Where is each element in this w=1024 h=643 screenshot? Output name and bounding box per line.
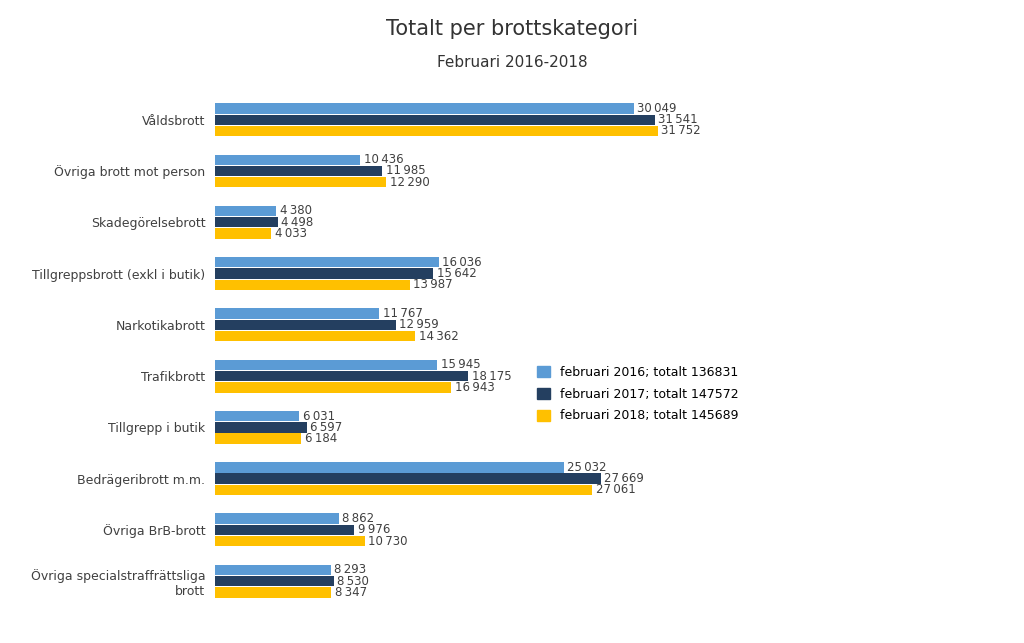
Bar (215, 166, 382, 176)
Text: 10 730: 10 730 (368, 535, 408, 548)
Bar (215, 217, 278, 228)
Text: 27 669: 27 669 (604, 472, 644, 485)
Text: 6 597: 6 597 (310, 421, 343, 434)
Bar (215, 433, 301, 444)
Text: 31 541: 31 541 (658, 113, 697, 126)
Text: 13 987: 13 987 (414, 278, 453, 291)
Bar (215, 228, 271, 239)
Bar (215, 565, 331, 575)
Text: 16 943: 16 943 (455, 381, 495, 394)
Bar (215, 422, 307, 433)
Text: 8 862: 8 862 (342, 512, 374, 525)
Bar (215, 359, 437, 370)
Bar (215, 154, 360, 165)
Bar (215, 309, 379, 319)
Text: 12 290: 12 290 (390, 176, 430, 189)
Bar (215, 536, 365, 547)
Bar (215, 126, 657, 136)
Text: 6 031: 6 031 (302, 410, 335, 422)
Bar (215, 576, 334, 586)
Text: 11 767: 11 767 (383, 307, 423, 320)
Text: 12 959: 12 959 (399, 318, 439, 331)
Text: 15 642: 15 642 (436, 267, 476, 280)
Text: 15 945: 15 945 (440, 358, 480, 371)
Bar (215, 371, 468, 381)
Bar (215, 587, 332, 597)
Bar (215, 206, 276, 216)
Bar (215, 462, 564, 473)
Text: 31 752: 31 752 (662, 125, 700, 138)
Text: 11 985: 11 985 (386, 165, 425, 177)
Text: 9 976: 9 976 (357, 523, 390, 536)
Text: 30 049: 30 049 (637, 102, 677, 115)
Bar (215, 280, 410, 290)
Text: 25 032: 25 032 (567, 461, 607, 474)
Text: Februari 2016-2018: Februari 2016-2018 (436, 55, 588, 69)
Bar (215, 473, 601, 484)
Bar (215, 331, 415, 341)
Text: 18 175: 18 175 (472, 370, 511, 383)
Bar (215, 513, 339, 524)
Text: 8 530: 8 530 (338, 575, 370, 588)
Bar (215, 411, 299, 421)
Bar (215, 114, 654, 125)
Text: Totalt per brottskategori: Totalt per brottskategori (386, 19, 638, 39)
Bar (215, 104, 634, 114)
Bar (215, 177, 386, 188)
Text: 8 347: 8 347 (335, 586, 367, 599)
Bar (215, 320, 395, 330)
Text: 16 036: 16 036 (442, 256, 481, 269)
Legend: februari 2016; totalt 136831, februari 2017; totalt 147572, februari 2018; total: februari 2016; totalt 136831, februari 2… (532, 361, 743, 428)
Text: 10 436: 10 436 (364, 153, 403, 166)
Text: 4 033: 4 033 (274, 227, 307, 240)
Bar (215, 257, 438, 267)
Bar (215, 268, 433, 278)
Text: 8 293: 8 293 (334, 563, 367, 576)
Bar (215, 485, 592, 495)
Bar (215, 525, 354, 535)
Text: 14 362: 14 362 (419, 330, 459, 343)
Text: 4 380: 4 380 (280, 204, 311, 217)
Text: 4 498: 4 498 (282, 216, 313, 229)
Text: 6 184: 6 184 (305, 432, 337, 445)
Text: 27 061: 27 061 (596, 484, 636, 496)
Bar (215, 382, 452, 392)
